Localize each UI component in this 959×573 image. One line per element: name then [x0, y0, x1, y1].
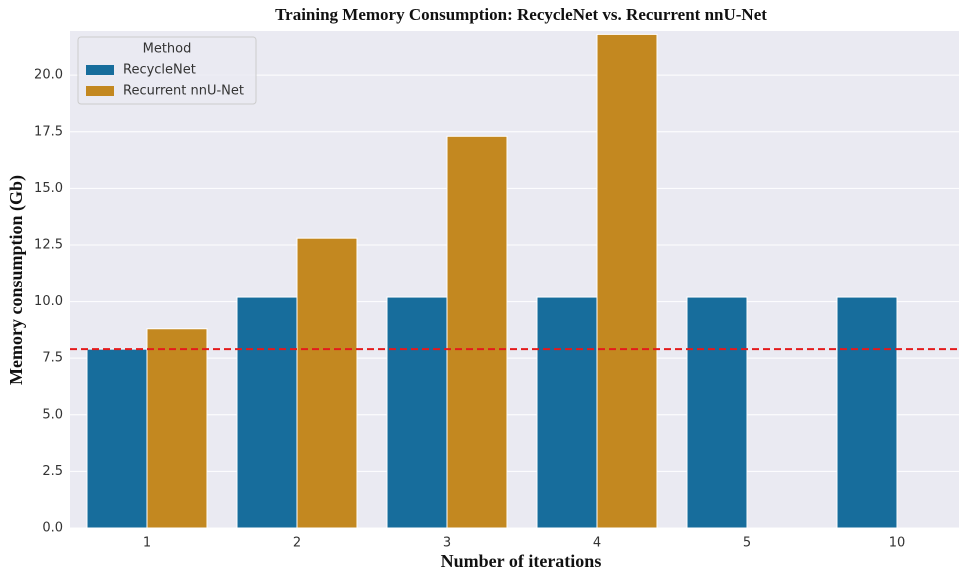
bar	[296, 237, 358, 529]
bar	[686, 296, 748, 529]
y-tick-label: 10.0	[34, 294, 63, 309]
legend-label: RecycleNet	[123, 63, 196, 78]
legend-title: Method	[143, 42, 192, 57]
bar	[146, 328, 208, 529]
y-axis-label: Memory consumption (Gb)	[6, 175, 27, 385]
bar	[836, 296, 898, 529]
y-tick-label: 2.5	[42, 464, 63, 479]
y-tick-label: 15.0	[34, 181, 63, 196]
x-tick-label: 3	[443, 536, 451, 551]
y-tick-label: 7.5	[42, 351, 63, 366]
legend-swatch	[86, 65, 114, 75]
bar	[596, 33, 658, 529]
x-tick-label: 1	[143, 536, 151, 551]
bar	[386, 296, 448, 529]
bar	[86, 348, 148, 529]
plot-background	[70, 31, 959, 528]
legend-box	[77, 36, 257, 105]
y-tick-label: 20.0	[34, 68, 63, 83]
x-axis-label: Number of iterations	[441, 551, 602, 571]
chart-title: Training Memory Consumption: RecycleNet …	[275, 5, 767, 24]
legend-swatch	[86, 86, 114, 96]
bar	[236, 296, 298, 529]
x-tick-label: 2	[293, 536, 301, 551]
bar	[446, 135, 508, 529]
y-tick-label: 17.5	[34, 124, 63, 139]
bar	[536, 296, 598, 529]
x-tick-label: 10	[889, 536, 906, 551]
y-tick-label: 0.0	[42, 521, 63, 536]
x-tick-label: 4	[593, 536, 601, 551]
legend-label: Recurrent nnU-Net	[123, 84, 244, 99]
x-tick-label: 5	[743, 536, 751, 551]
y-tick-label: 5.0	[42, 407, 63, 422]
legend: Method RecycleNet Recurrent nnU-Net	[77, 36, 257, 105]
y-tick-label: 12.5	[34, 237, 63, 252]
